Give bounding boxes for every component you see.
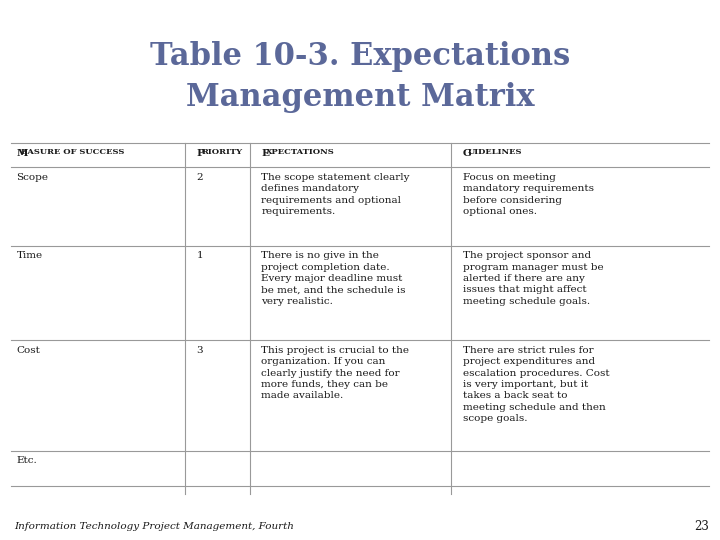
Text: Scope: Scope bbox=[17, 173, 48, 182]
Text: EASURE OF SUCCESS: EASURE OF SUCCESS bbox=[22, 148, 125, 157]
Text: 2: 2 bbox=[197, 173, 203, 182]
Text: Cost: Cost bbox=[17, 346, 40, 355]
Text: This project is crucial to the
organization. If you can
clearly justify the need: This project is crucial to the organizat… bbox=[261, 346, 410, 400]
Text: RIORITY: RIORITY bbox=[202, 148, 243, 157]
Text: There is no give in the
project completion date.
Every major deadline must
be me: There is no give in the project completi… bbox=[261, 251, 406, 306]
Text: 23: 23 bbox=[694, 520, 709, 533]
Text: M: M bbox=[17, 148, 28, 158]
Text: Information Technology Project Management, Fourth: Information Technology Project Managemen… bbox=[14, 522, 294, 531]
Text: The project sponsor and
program manager must be
alerted if there are any
issues : The project sponsor and program manager … bbox=[463, 251, 603, 306]
Text: There are strict rules for
project expenditures and
escalation procedures. Cost
: There are strict rules for project expen… bbox=[463, 346, 610, 423]
Text: UIDELINES: UIDELINES bbox=[468, 148, 522, 157]
Text: XPECTATIONS: XPECTATIONS bbox=[266, 148, 335, 157]
Text: Focus on meeting
mandatory requirements
before considering
optional ones.: Focus on meeting mandatory requirements … bbox=[463, 173, 594, 216]
Text: The scope statement clearly
defines mandatory
requirements and optional
requirem: The scope statement clearly defines mand… bbox=[261, 173, 410, 216]
Text: Management Matrix: Management Matrix bbox=[186, 82, 534, 113]
Text: P: P bbox=[197, 148, 204, 158]
Text: Time: Time bbox=[17, 251, 42, 260]
Text: Etc.: Etc. bbox=[17, 456, 37, 465]
Text: E: E bbox=[261, 148, 269, 158]
Text: 3: 3 bbox=[197, 346, 203, 355]
Text: 1: 1 bbox=[197, 251, 203, 260]
Text: Table 10-3. Expectations: Table 10-3. Expectations bbox=[150, 41, 570, 72]
Text: G: G bbox=[463, 148, 472, 158]
